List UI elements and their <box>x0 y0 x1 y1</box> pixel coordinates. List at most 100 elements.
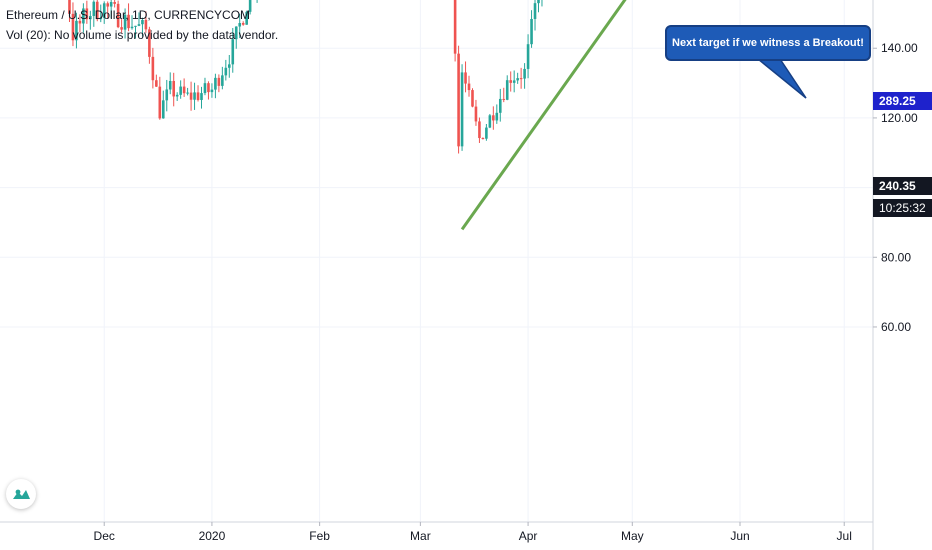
candle-body <box>234 26 238 40</box>
candle-body <box>109 2 113 7</box>
candle-body <box>221 75 224 86</box>
candle-body <box>207 83 210 93</box>
countdown-tag: 10:25:32 <box>873 199 932 217</box>
time-tick-label: Mar <box>410 529 431 543</box>
candle-body <box>155 80 158 87</box>
candle-body <box>130 26 134 29</box>
time-tick-label: Feb <box>309 529 330 543</box>
time-tick-label: May <box>621 529 644 543</box>
candle-body <box>82 8 85 24</box>
candle-body <box>144 19 148 30</box>
candle-body <box>231 39 235 65</box>
candle-body <box>537 0 540 4</box>
candle-body <box>95 1 99 20</box>
candle-body <box>189 92 193 100</box>
candle-body <box>519 78 523 80</box>
candle-body <box>530 18 533 45</box>
candle-body <box>193 92 196 100</box>
candle-body <box>523 68 526 79</box>
candle-body <box>248 0 252 12</box>
candle-body <box>210 89 214 93</box>
candle-body <box>179 86 182 95</box>
candle-body <box>485 127 488 139</box>
candle-body <box>516 78 519 81</box>
candle-body <box>92 1 96 16</box>
candle-body <box>182 86 186 94</box>
candle-body <box>196 92 200 100</box>
candle-body <box>168 80 172 90</box>
candle-body <box>116 3 120 28</box>
candle-body <box>474 106 478 122</box>
candle-body <box>467 83 471 91</box>
candle-body <box>241 23 245 25</box>
candle-body <box>217 77 221 86</box>
candle-body <box>175 94 179 97</box>
time-axis: Dec 2020 Feb Mar Apr May Jun Jul <box>0 521 873 543</box>
candle-body <box>492 115 495 121</box>
candle-body <box>203 83 207 94</box>
logo-mark-icon <box>13 489 30 499</box>
candle-body <box>533 3 537 19</box>
time-tick-label: 2020 <box>199 529 226 543</box>
price-tick-label: 60.00 <box>881 320 911 334</box>
candle-body <box>78 20 82 24</box>
candle-body <box>137 24 141 26</box>
candle-body <box>214 77 217 90</box>
chart-grid <box>0 0 873 522</box>
candle-body <box>102 3 106 18</box>
candle-body <box>505 80 509 100</box>
candle-body <box>99 17 103 20</box>
candle-body <box>71 13 75 41</box>
candle-body <box>227 64 231 68</box>
candle-body <box>106 3 109 7</box>
chart-title: Ethereum / U.S. Dollar, 1D, CURRENCYCOM <box>6 8 251 22</box>
resistance-price-tag: 289.25 <box>873 92 932 110</box>
candle-body <box>502 98 506 100</box>
candle-body <box>498 98 502 113</box>
candle-body <box>141 19 144 25</box>
price-tick-label: 140.00 <box>881 41 918 55</box>
candle-body <box>151 56 155 81</box>
candle-body <box>488 115 492 128</box>
candle-body <box>148 29 151 57</box>
candle-body <box>464 72 467 84</box>
candle-body <box>134 25 137 27</box>
candle-body <box>68 0 71 14</box>
candle-body <box>161 100 165 119</box>
candle-body <box>165 89 169 101</box>
volume-note: Vol (20): No volume is provided by the d… <box>6 28 279 42</box>
candle-body <box>481 138 485 140</box>
candle-body <box>85 8 89 20</box>
candle-body <box>113 2 116 4</box>
candle-body <box>238 23 242 27</box>
candle-body <box>478 121 481 139</box>
candle-body <box>460 72 464 147</box>
candle-body <box>172 80 176 97</box>
candle-body <box>200 93 203 100</box>
candle-body <box>89 15 92 20</box>
last-price-tag: 240.35 <box>873 177 932 195</box>
ascending-trendline <box>460 0 627 231</box>
candle-body <box>186 92 189 94</box>
candle-body <box>123 14 127 30</box>
candle-body <box>158 86 162 119</box>
candle-body <box>453 0 457 54</box>
price-axis: 60.0080.00100.00120.00140.00160.00180.00… <box>872 0 918 550</box>
candle-body <box>75 20 78 41</box>
candle-body <box>120 27 123 30</box>
candle-body <box>495 112 499 121</box>
time-tick-label: Apr <box>519 529 538 543</box>
time-tick-label: Jun <box>730 529 749 543</box>
candle-body <box>509 80 513 83</box>
price-tick-label: 120.00 <box>881 111 918 125</box>
time-tick-label: Dec <box>94 529 115 543</box>
price-tick-label: 80.00 <box>881 250 911 264</box>
candle-body <box>471 90 474 107</box>
tradingview-logo-icon[interactable] <box>6 479 36 509</box>
breakout-callout[interactable]: Next target if we witness a Breakout! <box>665 25 871 61</box>
time-tick-label: Jul <box>837 529 852 543</box>
callout-pointer <box>755 58 807 99</box>
candle-body <box>526 44 530 69</box>
candle-body <box>245 11 248 25</box>
